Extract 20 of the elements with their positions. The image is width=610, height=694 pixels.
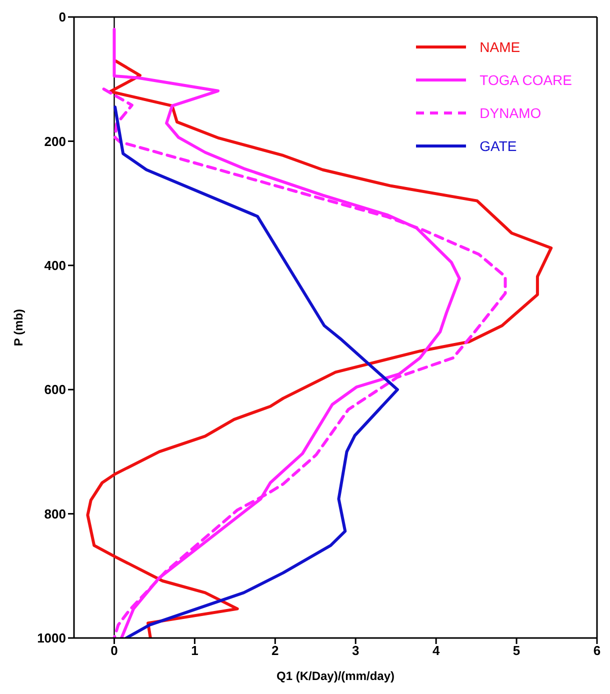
x-axis-title: Q1 (K/Day)/(mm/day) [276, 669, 395, 683]
y-axis-title: P (mb) [11, 308, 26, 346]
x-tick-label: 3 [352, 643, 360, 658]
x-tick-label: 2 [272, 643, 279, 658]
x-tick-label: 5 [512, 643, 520, 658]
y-tick-label: 600 [44, 382, 66, 398]
legend-label: TOGA COARE [480, 72, 572, 88]
legend-label: NAME [480, 38, 520, 54]
legend-label: GATE [480, 138, 517, 154]
y-tick-label: 400 [44, 258, 66, 274]
y-tick-label: 0 [58, 10, 66, 25]
y-tick-label: 200 [44, 134, 66, 149]
line-series [114, 106, 399, 638]
x-tick-label: 4 [432, 643, 440, 658]
x-tick-label: 1 [191, 643, 198, 658]
legend-label: DYNAMO [480, 104, 542, 120]
x-tick-label: 0 [110, 643, 118, 658]
x-tick-label: 6 [593, 643, 601, 658]
y-tick-label: 800 [44, 506, 66, 522]
y-tick-label: 1000 [37, 630, 66, 646]
